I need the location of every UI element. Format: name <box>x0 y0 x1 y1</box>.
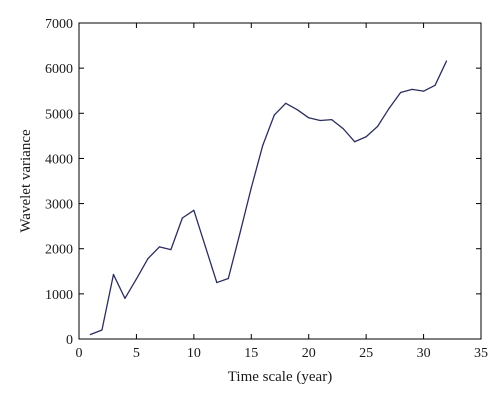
data-point <box>285 102 287 104</box>
data-point <box>193 209 195 211</box>
data-point <box>434 84 436 86</box>
data-point <box>388 107 390 109</box>
data-point <box>89 333 92 336</box>
y-tick-label: 0 <box>66 333 73 348</box>
data-point <box>331 119 333 121</box>
data-point <box>101 329 103 331</box>
plot-frame <box>78 22 482 340</box>
x-tick-label: 20 <box>302 346 316 361</box>
x-tick-label: 5 <box>133 346 140 361</box>
x-tick-label: 15 <box>244 346 258 361</box>
x-tick-label: 30 <box>417 346 431 361</box>
y-axis-label: Wavelet variance <box>18 129 34 233</box>
x-tick-label: 35 <box>474 346 488 361</box>
series-line <box>90 60 448 336</box>
data-point <box>216 281 218 284</box>
data-point <box>377 125 379 127</box>
x-tick-label: 10 <box>187 346 201 361</box>
data-point <box>147 258 149 260</box>
y-tick-label: 7000 <box>45 17 73 32</box>
y-tick-label: 4000 <box>45 152 73 167</box>
data-point <box>342 128 344 130</box>
data-point <box>400 91 402 94</box>
data-point <box>411 88 413 90</box>
data-point <box>158 246 160 248</box>
y-axis-ticks: 0 1000 2000 3000 4000 5000 6000 7000 <box>45 17 481 348</box>
data-point <box>227 277 229 280</box>
data-point <box>204 245 206 248</box>
data-point <box>365 136 367 138</box>
data-point <box>262 144 264 146</box>
data-point <box>445 60 448 62</box>
data-point <box>170 249 172 251</box>
y-tick-label: 1000 <box>45 288 73 303</box>
y-tick-label: 6000 <box>45 62 73 77</box>
data-point <box>124 297 126 299</box>
data-point <box>112 273 115 276</box>
data-point <box>273 114 275 116</box>
x-tick-label: 0 <box>76 346 83 361</box>
x-axis-ticks: 0 5 10 15 20 25 30 35 <box>76 23 488 361</box>
data-point <box>296 109 298 111</box>
y-tick-label: 5000 <box>45 107 73 122</box>
data-point <box>422 90 425 92</box>
data-point <box>239 233 241 235</box>
x-tick-label: 25 <box>359 346 373 361</box>
data-point <box>181 217 183 219</box>
data-point <box>319 119 321 122</box>
data-point <box>250 187 252 189</box>
data-point <box>135 278 138 280</box>
data-point <box>308 117 310 119</box>
series-layer <box>89 60 448 336</box>
x-axis-label: Time scale (year) <box>228 369 332 385</box>
data-point <box>354 141 356 143</box>
y-tick-label: 2000 <box>45 243 73 258</box>
y-tick-label: 3000 <box>45 198 73 213</box>
